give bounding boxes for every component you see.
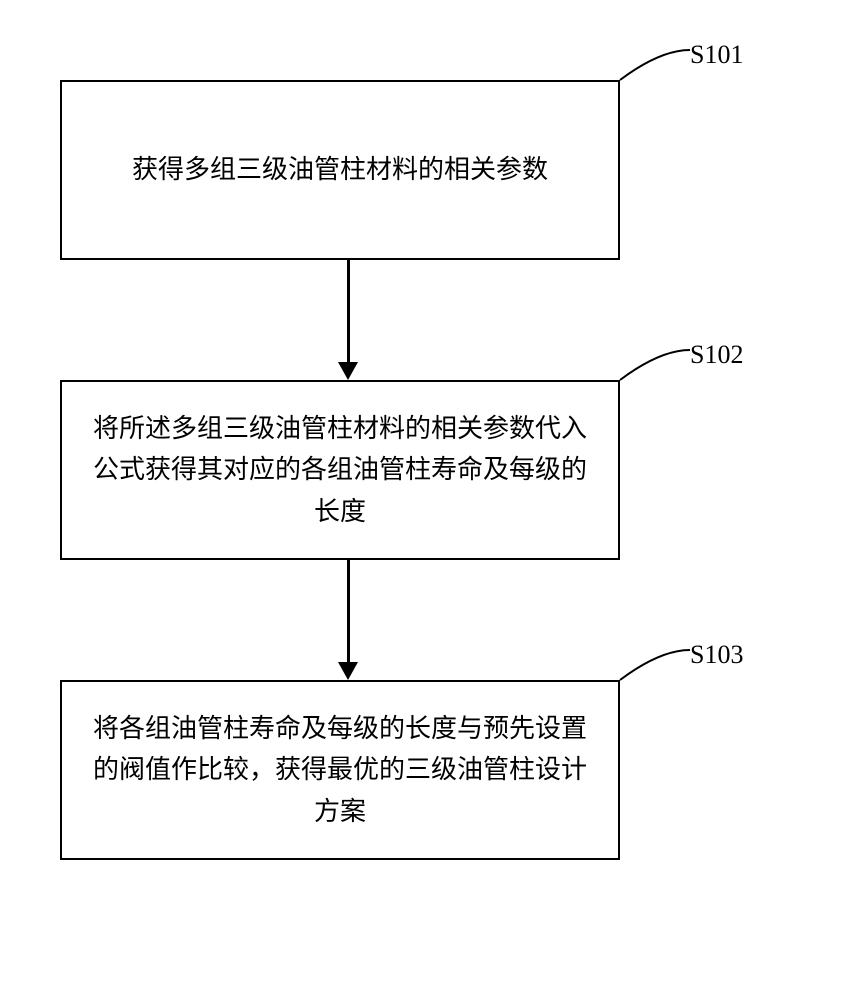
arrow-s101-s102 xyxy=(338,260,358,380)
arrow-s102-s103 xyxy=(338,560,358,680)
step-label-s102: S102 xyxy=(690,340,743,370)
flowchart-node-s103: 将各组油管柱寿命及每级的长度与预先设置的阀值作比较，获得最优的三级油管柱设计方案 xyxy=(60,680,620,860)
node-text: 将所述多组三级油管柱材料的相关参数代入公式获得其对应的各组油管柱寿命及每级的长度 xyxy=(92,408,588,533)
step-label-s101: S101 xyxy=(690,40,743,70)
flowchart-container: 获得多组三级油管柱材料的相关参数 S101 将所述多组三级油管柱材料的相关参数代… xyxy=(0,0,850,1000)
flowchart-node-s101: 获得多组三级油管柱材料的相关参数 xyxy=(60,80,620,260)
step-label-s103: S103 xyxy=(690,640,743,670)
flowchart-node-s102: 将所述多组三级油管柱材料的相关参数代入公式获得其对应的各组油管柱寿命及每级的长度 xyxy=(60,380,620,560)
node-text: 获得多组三级油管柱材料的相关参数 xyxy=(132,149,548,191)
node-text: 将各组油管柱寿命及每级的长度与预先设置的阀值作比较，获得最优的三级油管柱设计方案 xyxy=(92,708,588,833)
